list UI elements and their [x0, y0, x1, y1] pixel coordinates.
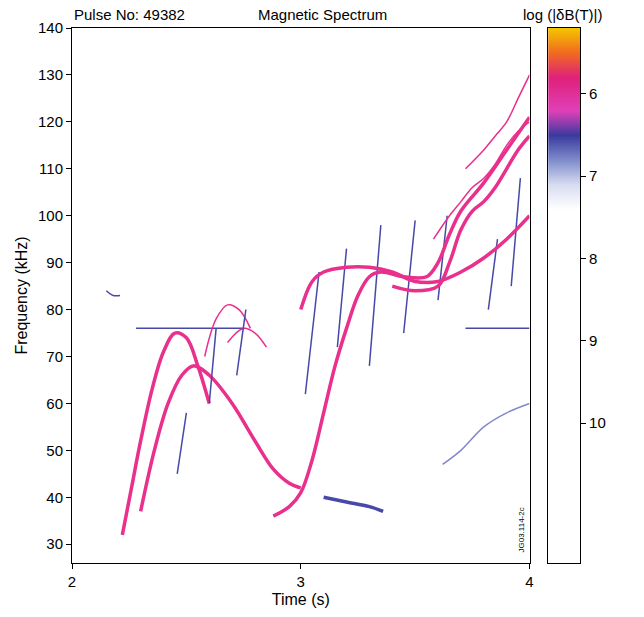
svg-text:80: 80: [46, 301, 63, 318]
svg-text:Time (s): Time (s): [272, 591, 330, 608]
svg-text:Pulse No: 49382: Pulse No: 49382: [74, 6, 185, 23]
svg-text:4: 4: [525, 573, 533, 590]
svg-text:130: 130: [38, 66, 63, 83]
svg-text:140: 140: [38, 19, 63, 36]
svg-text:100: 100: [38, 207, 63, 224]
svg-text:110: 110: [39, 160, 63, 177]
svg-text:6: 6: [589, 85, 597, 102]
svg-text:2: 2: [68, 573, 76, 590]
svg-text:60: 60: [46, 395, 63, 412]
svg-text:Magnetic Spectrum: Magnetic Spectrum: [258, 6, 387, 23]
svg-text:10: 10: [589, 414, 606, 431]
svg-text:70: 70: [46, 348, 63, 365]
svg-text:log (|δB(T)|): log (|δB(T)|): [523, 6, 602, 23]
svg-text:8: 8: [589, 250, 597, 267]
svg-text:50: 50: [46, 442, 63, 459]
svg-text:7: 7: [589, 167, 597, 184]
svg-text:40: 40: [46, 489, 63, 506]
svg-text:90: 90: [46, 254, 63, 271]
svg-text:3: 3: [297, 573, 305, 590]
svg-text:120: 120: [38, 113, 63, 130]
svg-text:JG03.114-2c: JG03.114-2c: [517, 507, 526, 552]
svg-text:Frequency (kHz): Frequency (kHz): [13, 236, 30, 354]
svg-text:30: 30: [46, 535, 63, 552]
svg-text:9: 9: [589, 332, 597, 349]
